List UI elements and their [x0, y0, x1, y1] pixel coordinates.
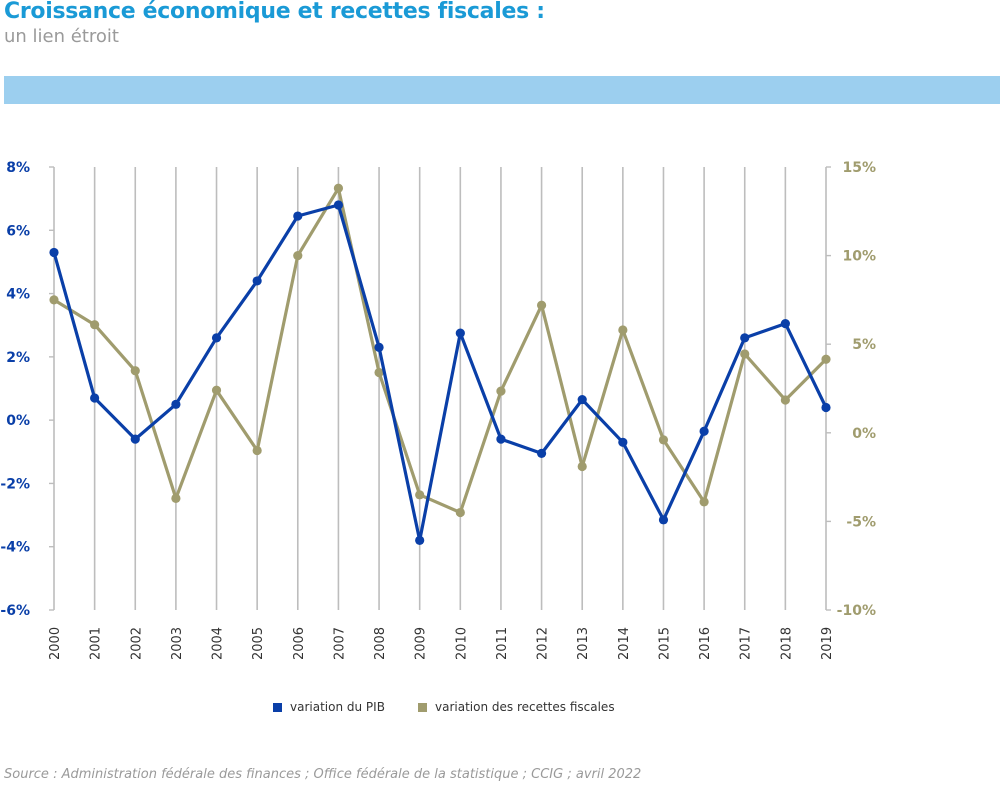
right-axis-tick-label: -5%: [846, 514, 876, 530]
x-axis-label: 2019: [820, 627, 835, 660]
x-axis-label: 2011: [495, 627, 510, 660]
x-axis-label: 2005: [251, 627, 266, 660]
data-point-recettes: [171, 493, 181, 503]
data-point-pib: [211, 333, 222, 343]
right-axis-tick-label: 5%: [852, 337, 876, 353]
data-point-pib: [90, 393, 100, 403]
data-point-recettes: [130, 366, 140, 376]
left-axis-tick-label: 0%: [6, 413, 30, 429]
data-point-recettes: [658, 435, 669, 445]
data-point-pib: [780, 319, 790, 329]
right-axis-tick-label: 15%: [842, 160, 876, 176]
data-point-recettes: [374, 367, 384, 378]
legend-item-recettes: variation des recettes fiscales: [418, 700, 615, 714]
data-point-pib: [130, 434, 140, 444]
source-note: Source : Administration fédérale des fin…: [4, 767, 642, 782]
data-point-recettes: [252, 445, 262, 456]
legend-swatch-recettes: [418, 703, 427, 712]
series-line-recettes: [53, 186, 828, 515]
data-point-pib: [740, 333, 750, 343]
left-axis-tick-labels: 8% 6% 4% 2% 0% -2% -4% -6%: [0, 160, 30, 619]
data-point-recettes: [90, 320, 100, 330]
data-point-pib: [658, 515, 669, 525]
x-axis-label: 2013: [576, 627, 591, 660]
x-axis-label: 2003: [170, 627, 185, 660]
data-point-pib: [821, 402, 831, 413]
x-axis-label: 2012: [536, 627, 551, 660]
chart-title: Croissance économique et recettes fiscal…: [4, 0, 545, 24]
data-point-recettes: [577, 461, 587, 472]
right-axis-tick-labels: 15% 10% 5% 0% -5% -10%: [837, 160, 876, 619]
series-pib: [49, 200, 831, 545]
right-axis-tick-label: 10%: [842, 249, 876, 265]
data-point-pib: [49, 247, 59, 258]
data-point-recettes: [536, 300, 547, 310]
data-point-recettes: [455, 507, 465, 518]
legend-item-pib: variation du PIB: [273, 700, 385, 714]
header-band: [4, 76, 1000, 104]
left-axis-tick-label: -6%: [0, 603, 30, 619]
data-point-pib: [415, 535, 425, 545]
data-point-recettes: [618, 325, 628, 335]
series-recettes: [49, 183, 831, 518]
x-axis-label: 2010: [454, 627, 469, 660]
data-point-recettes: [821, 354, 831, 364]
series-line-pib: [52, 203, 828, 542]
left-axis-tick-label: 8%: [6, 160, 30, 176]
data-point-pib: [252, 276, 262, 286]
data-point-pib: [293, 211, 303, 221]
data-point-recettes: [699, 497, 709, 507]
right-axis-tick-label: 0%: [852, 426, 876, 442]
right-axis-tick-label: -10%: [837, 603, 876, 619]
data-point-pib: [536, 448, 547, 458]
chart-subtitle: un lien étroit: [4, 26, 119, 47]
x-axis-label: 2000: [48, 627, 63, 660]
data-point-recettes: [496, 386, 506, 396]
x-axis-label: 2017: [739, 627, 754, 660]
x-axis-label: 2015: [657, 627, 672, 660]
legend-swatch-pib: [273, 703, 282, 712]
data-point-recettes: [780, 395, 790, 405]
axes: [49, 166, 831, 611]
x-axis-label: 2008: [373, 627, 388, 660]
x-axis-label: 2001: [89, 627, 104, 660]
data-point-pib: [333, 200, 344, 210]
legend-label-pib: variation du PIB: [290, 700, 385, 714]
line-chart: 8% 6% 4% 2% 0% -2% -4% -6% 15% 10% 5% 0% -5% -10% 20…: [0, 160, 876, 660]
x-axis-label: 2009: [414, 627, 429, 660]
data-point-recettes: [740, 349, 750, 359]
left-axis-tick-label: -2%: [0, 476, 30, 492]
left-axis-tick-label: -4%: [0, 540, 30, 556]
x-axis-labels: 2000 2001 2002 2003 2004 2005 2006 2007 2008 2009…: [48, 627, 835, 660]
series: [49, 183, 831, 545]
data-point-recettes: [211, 385, 222, 395]
data-point-recettes: [333, 183, 344, 193]
data-point-pib: [618, 437, 628, 447]
data-point-pib: [577, 394, 587, 405]
data-point-pib: [455, 328, 465, 338]
x-axis-label: 2007: [332, 627, 347, 660]
x-axis-label: 2016: [698, 627, 713, 660]
x-axis-label: 2002: [129, 627, 144, 660]
legend-label-recettes: variation des recettes fiscales: [435, 700, 615, 714]
data-point-pib: [171, 399, 181, 409]
x-axis-label: 2006: [292, 627, 307, 660]
x-axis-label: 2018: [779, 627, 794, 660]
left-axis-tick-label: 4%: [6, 287, 30, 303]
x-axis-label: 2014: [617, 627, 632, 660]
gridlines: [93, 167, 787, 610]
left-axis-tick-label: 2%: [6, 350, 30, 366]
data-point-recettes: [293, 251, 303, 261]
left-axis-tick-label: 6%: [6, 223, 30, 239]
data-point-pib: [496, 434, 506, 444]
data-point-pib: [374, 342, 384, 352]
data-point-recettes: [415, 490, 425, 500]
data-point-pib: [699, 426, 709, 436]
x-axis-label: 2004: [211, 627, 226, 660]
data-point-recettes: [49, 295, 59, 305]
